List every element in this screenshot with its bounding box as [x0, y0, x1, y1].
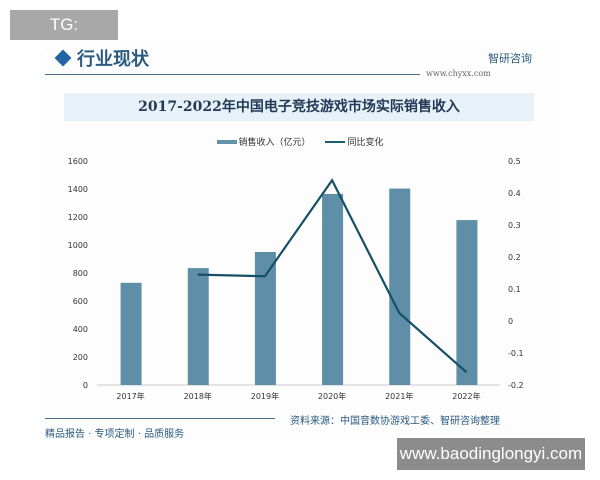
- y-tick-label: 1000: [68, 241, 88, 250]
- y-tick-label: 200: [73, 353, 88, 362]
- legend-swatch-line: [325, 140, 346, 143]
- y2-tick-label: 0.5: [508, 157, 521, 166]
- y2-tick-label: 0.3: [508, 221, 521, 230]
- bar: [456, 220, 478, 385]
- legend-swatch-bar: [216, 139, 237, 144]
- x-tick-label: 2020年: [318, 391, 346, 401]
- legend: 销售收入（亿元） 同比变化: [0, 135, 600, 148]
- chart-title: 2017-2022年中国电子竞技游戏市场实际销售收入: [64, 93, 534, 121]
- x-tick-label: 2022年: [452, 391, 480, 401]
- bar: [322, 193, 344, 385]
- bar: [187, 268, 209, 385]
- y-tick-label: 1200: [68, 213, 88, 222]
- footer-divider: [45, 418, 275, 419]
- bar: [120, 282, 142, 385]
- watermark-top: TG: MYYJJPP: [10, 10, 118, 64]
- x-tick-label: 2017年: [116, 391, 144, 401]
- y2-tick-label: 0.4: [508, 189, 521, 198]
- section-title: 行业现状: [77, 49, 149, 70]
- y-tick-label: 600: [73, 297, 88, 306]
- y-tick-label: 1400: [68, 185, 88, 194]
- x-tick-label: 2019年: [251, 391, 279, 401]
- y-tick-label: 1600: [68, 157, 88, 166]
- y2-tick-label: 0: [508, 317, 513, 326]
- bar: [389, 188, 411, 385]
- x-tick-label: 2021年: [385, 391, 413, 401]
- brand-logo: 智研咨询: [488, 52, 532, 65]
- header-divider: [45, 74, 420, 75]
- legend-label-line: 同比变化: [347, 138, 384, 148]
- legend-label-bar: 销售收入（亿元）: [238, 138, 311, 148]
- source-note: 资料来源：中国音数协游戏工委、智研咨询整理: [290, 416, 500, 427]
- y2-tick-label: 0.1: [508, 285, 521, 294]
- y-tick-label: 800: [73, 269, 88, 278]
- y-tick-label: 400: [73, 325, 88, 334]
- brand-url: www.chyxx.com: [426, 69, 491, 78]
- x-tick-label: 2018年: [184, 391, 212, 401]
- watermark-bottom: www.baodinglongyi.com: [397, 438, 585, 470]
- bar: [254, 252, 276, 385]
- y2-tick-label: -0.2: [508, 381, 524, 390]
- y2-tick-label: -0.1: [508, 349, 524, 358]
- y2-tick-label: 0.2: [508, 253, 521, 262]
- footer-slogan: 精品报告 · 专项定制 · 品质服务: [45, 429, 185, 440]
- y-tick-label: 0: [83, 381, 88, 390]
